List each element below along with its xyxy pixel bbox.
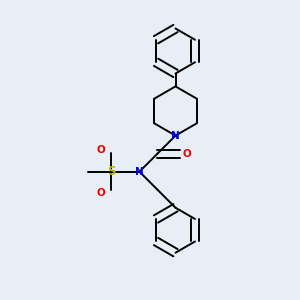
Text: S: S xyxy=(107,165,115,178)
Text: O: O xyxy=(97,188,106,198)
Text: O: O xyxy=(97,145,106,155)
Text: N: N xyxy=(135,167,144,177)
Text: N: N xyxy=(171,130,180,141)
Text: O: O xyxy=(182,148,191,159)
